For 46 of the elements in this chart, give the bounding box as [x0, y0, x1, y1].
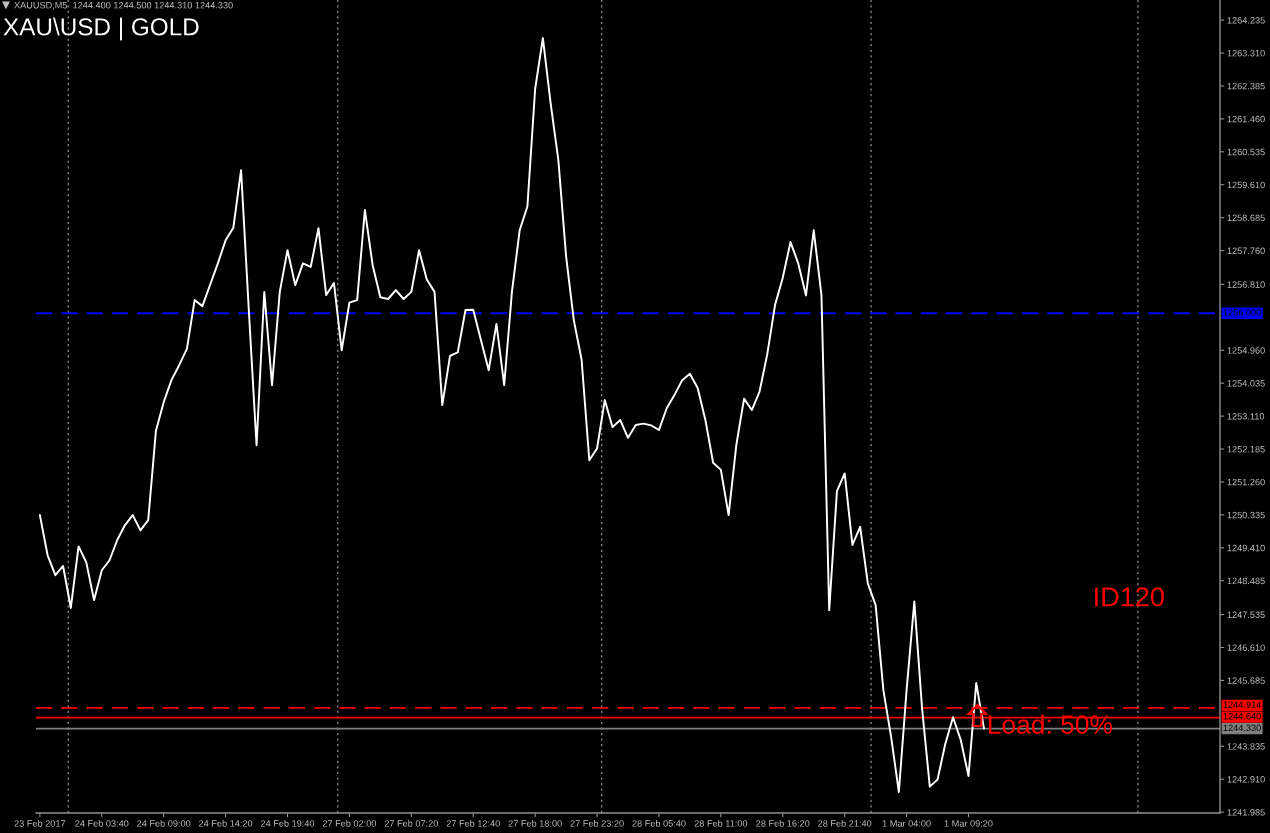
- x-tick-label: 27 Feb 07:20: [384, 819, 438, 827]
- x-tick-label: 27 Feb 02:00: [322, 819, 377, 827]
- y-tick-label: 1245.685: [1227, 677, 1265, 684]
- x-tick-label: 24 Feb 09:00: [137, 819, 191, 827]
- x-tick-label: 24 Feb 14:20: [199, 819, 253, 827]
- y-tick-label: 1253.110: [1227, 413, 1265, 420]
- y-tick-label: 1252.185: [1227, 445, 1265, 453]
- x-tick-label: 28 Feb 16:20: [756, 819, 810, 827]
- y-tick-label: 1264.235: [1227, 17, 1265, 24]
- y-tick-label: 1256.810: [1227, 281, 1265, 288]
- y-tick-label: 1247.535: [1227, 611, 1265, 618]
- y-tick-label: 1263.310: [1227, 49, 1265, 57]
- text: XAU\USD | GOLD: [3, 17, 199, 41]
- annotation: ID120: [1095, 587, 1164, 607]
- ref-line-label: 1256.000: [1223, 309, 1261, 316]
- x-tick-label: 1 Mar 04:00: [882, 820, 931, 827]
- x-tick-label: 28 Feb 21:40: [818, 819, 872, 827]
- x-tick-label: 23 Feb 2017: [14, 819, 66, 827]
- y-tick-label: 1250.335: [1227, 511, 1265, 519]
- x-tick-label: 24 Feb 03:40: [75, 819, 129, 827]
- x-tick-label: 1 Mar 09:20: [944, 820, 993, 827]
- y-tick-label: 1241.985: [1227, 809, 1265, 816]
- y-tick-label: 1260.535: [1227, 148, 1265, 156]
- ref-line-label: 1244.640: [1223, 713, 1261, 720]
- chart-subtitle: XAUUSD,M5 1244.400 1244.500 1244.310 1244.330: [14, 1, 233, 10]
- y-tick-label: 1259.610: [1227, 181, 1265, 189]
- x-tick-label: 28 Feb 11:00: [694, 819, 748, 827]
- y-tick-label: 1246.610: [1227, 644, 1265, 651]
- y-tick-label: 1243.835: [1227, 743, 1265, 750]
- y-tick-label: 1254.960: [1227, 347, 1265, 354]
- y-tick-label: 1261.460: [1227, 115, 1265, 123]
- y-tick-label: 1257.760: [1227, 247, 1265, 254]
- x-tick-label: 27 Feb 23:20: [570, 819, 624, 827]
- y-tick-label: 1262.385: [1227, 82, 1265, 90]
- y-tick-label: 1258.685: [1227, 214, 1265, 222]
- y-tick-label: 1249.410: [1227, 544, 1265, 552]
- x-tick-label: 28 Feb 05:40: [632, 819, 686, 827]
- y-tick-label: 1254.035: [1227, 380, 1265, 387]
- x-tick-label: 27 Feb 12:40: [446, 819, 500, 827]
- y-tick-label: 1248.485: [1227, 577, 1265, 585]
- y-tick-label: 1242.910: [1227, 776, 1265, 783]
- y-tick-label: 1251.260: [1227, 478, 1265, 486]
- ref-line-label: 1244.914: [1223, 701, 1261, 708]
- x-tick-label: 24 Feb 19:40: [260, 819, 315, 827]
- ref-line-label: 1244.330: [1223, 724, 1261, 732]
- x-tick-label: 27 Feb 18:00: [508, 819, 562, 827]
